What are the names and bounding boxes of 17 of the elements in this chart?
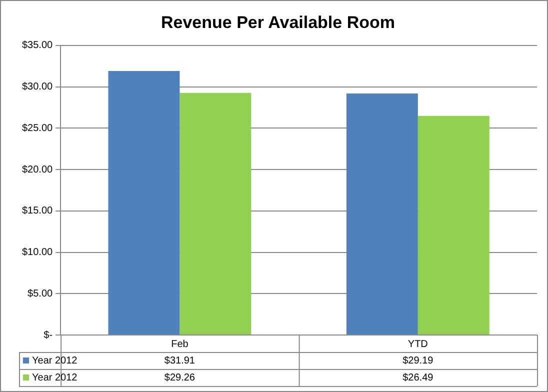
data-label: $29.19 [402,355,434,366]
data-label: $29.26 [164,372,196,384]
data-label: $26.49 [402,372,434,384]
y-tick-label: $30.00 [22,82,54,93]
legend-label: Year 2012 [32,355,78,366]
y-tick-label: $- [44,330,53,341]
legend-label: Year 2012 [32,372,78,384]
data-label: $31.91 [164,355,196,366]
x-tick-label: Feb [171,338,189,350]
y-tick-label: $5.00 [28,288,54,300]
y-tick-label: $15.00 [22,206,54,217]
chart-title: Revenue Per Available Room [161,12,395,32]
y-tick-label: $10.00 [22,247,54,258]
y-tick-label: $35.00 [22,40,54,52]
y-tick-label: $25.00 [22,122,54,134]
x-tick-label: YTD [408,338,428,350]
y-tick-label: $20.00 [22,164,54,176]
